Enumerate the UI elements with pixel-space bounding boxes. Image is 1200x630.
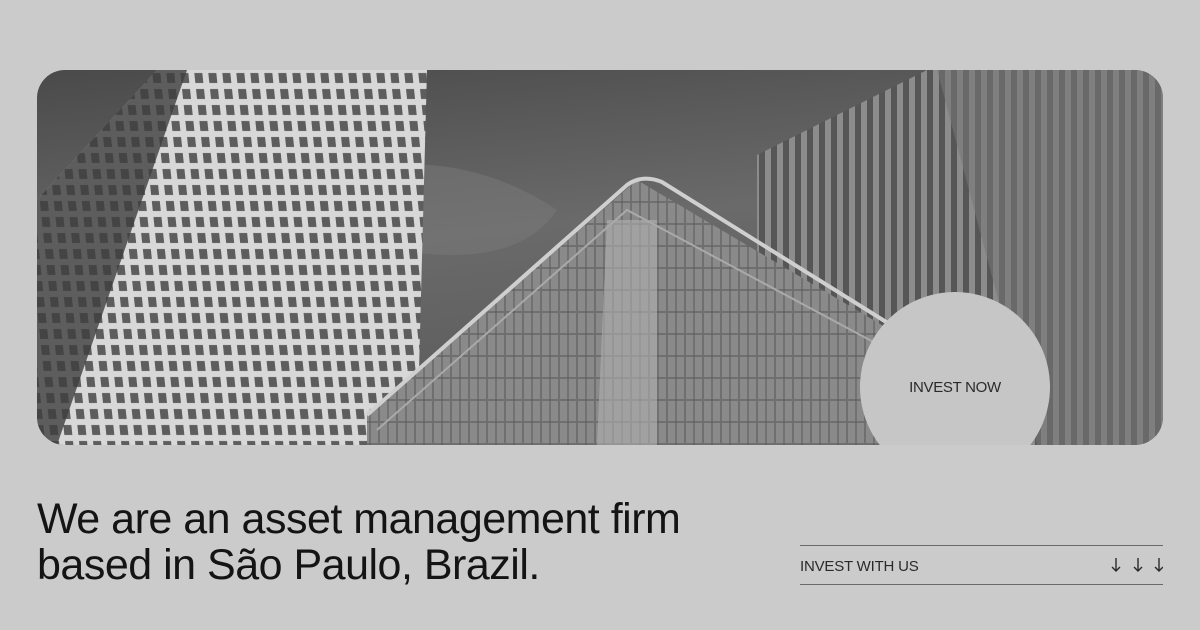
headline-line: We are an asset management firm xyxy=(37,495,681,543)
invest-now-button[interactable]: INVEST NOW xyxy=(860,292,1050,445)
headline: We are an asset management firm based in… xyxy=(37,495,681,589)
invest-with-us-link[interactable]: INVEST WITH US xyxy=(800,545,1163,585)
hero-image: INVEST NOW xyxy=(37,70,1163,445)
cta-label: INVEST WITH US xyxy=(800,558,919,575)
invest-now-label: INVEST NOW xyxy=(909,379,1002,396)
arrow-icons xyxy=(1111,558,1163,572)
headline-line: based in São Paulo, Brazil. xyxy=(37,541,540,589)
